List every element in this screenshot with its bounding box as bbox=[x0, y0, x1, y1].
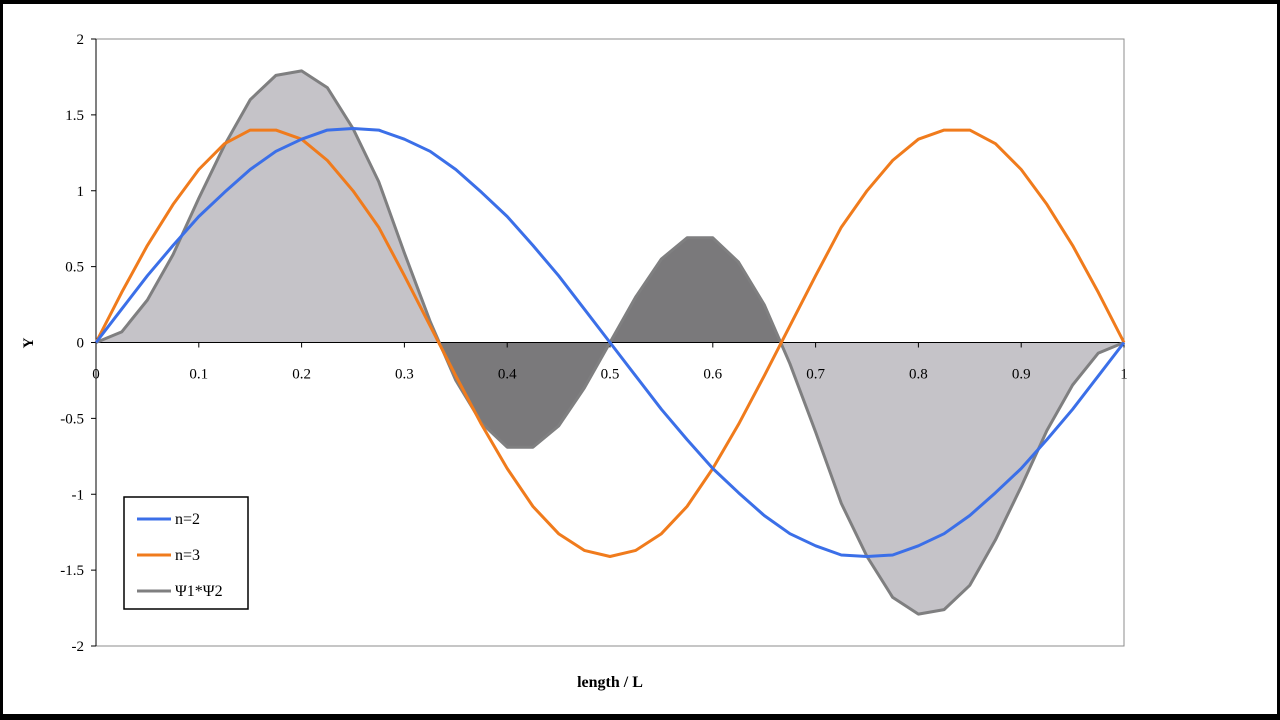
x-tick-label: 0.2 bbox=[292, 367, 311, 383]
slide: -2 -1.5 -1 -0.5 0 0.5 1 1.5 2 0 0.1 0.2 0.3 0.4 0.5 0.6… bbox=[3, 4, 1277, 714]
axes-layer: -2 -1.5 -1 -0.5 0 0.5 1 1.5 2 0 0.1 0.2 0.3 0.4 0.5 0.6… bbox=[60, 32, 1128, 655]
x-tick-label: 0.6 bbox=[703, 367, 722, 383]
y-tick-label: 1 bbox=[77, 184, 85, 200]
y-tick-label: -0.5 bbox=[60, 411, 84, 427]
shading-layer bbox=[96, 70, 1124, 615]
x-tick-label: 1 bbox=[1120, 367, 1128, 383]
y-tick-label: 0.5 bbox=[65, 260, 84, 276]
x-axis-label: length / L bbox=[577, 674, 643, 691]
x-tick-label: 0.5 bbox=[601, 367, 620, 383]
y-tick-label: -2 bbox=[72, 639, 85, 655]
series-line-0 bbox=[94, 127, 1126, 558]
y-axis-label: Y bbox=[21, 337, 37, 348]
x-tick-label: 0 bbox=[92, 367, 100, 383]
chart: -2 -1.5 -1 -0.5 0 0.5 1 1.5 2 0 0.1 0.2 0.3 0.4 0.5 0.6… bbox=[21, 32, 1128, 691]
y-tick-label: 1.5 bbox=[65, 108, 84, 124]
series-line-1 bbox=[94, 128, 1126, 558]
legend: n=2 n=3 Ψ1*Ψ2 bbox=[123, 496, 249, 610]
y-tick-label: 2 bbox=[77, 32, 85, 48]
x-tick-label: 0.9 bbox=[1012, 367, 1031, 383]
y-tick-label: -1 bbox=[72, 487, 85, 503]
y-tick-label: -1.5 bbox=[60, 563, 84, 579]
x-tick-label: 0.3 bbox=[395, 367, 414, 383]
legend-label: n=2 bbox=[175, 511, 200, 528]
x-tick-label: 0.1 bbox=[189, 367, 208, 383]
legend-label: Ψ1*Ψ2 bbox=[175, 583, 223, 600]
series-layer bbox=[94, 69, 1126, 616]
legend-label: n=3 bbox=[175, 547, 200, 564]
x-tick-label: 0.4 bbox=[498, 367, 517, 383]
light-shaded-area-0 bbox=[96, 70, 439, 343]
light-shaded-area-1 bbox=[781, 342, 1124, 615]
x-tick-label: 0.8 bbox=[909, 367, 928, 383]
x-tick-label: 0.7 bbox=[806, 367, 825, 383]
y-tick-label: 0 bbox=[77, 336, 85, 352]
